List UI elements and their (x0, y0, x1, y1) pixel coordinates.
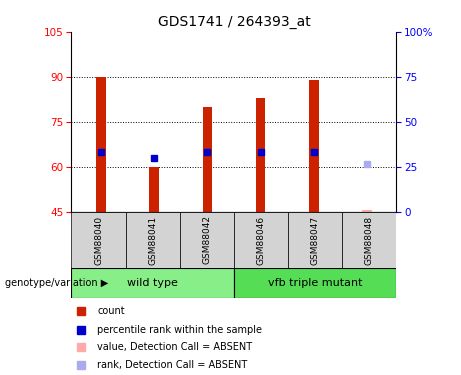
Text: genotype/variation ▶: genotype/variation ▶ (5, 278, 108, 288)
Text: GSM88046: GSM88046 (256, 215, 266, 265)
Bar (234, 268, 396, 298)
Text: count: count (97, 306, 125, 316)
Bar (202, 107, 212, 212)
Bar (149, 167, 159, 212)
Text: rank, Detection Call = ABSENT: rank, Detection Call = ABSENT (97, 360, 248, 370)
Text: GSM88041: GSM88041 (148, 215, 157, 265)
Bar (342, 212, 396, 268)
Title: GDS1741 / 264393_at: GDS1741 / 264393_at (158, 15, 310, 30)
Text: percentile rank within the sample: percentile rank within the sample (97, 325, 262, 334)
Bar (96, 77, 106, 212)
Bar (362, 210, 372, 212)
Bar (180, 212, 234, 268)
Text: GSM88047: GSM88047 (311, 215, 320, 265)
Bar (125, 212, 180, 268)
Text: vfb triple mutant: vfb triple mutant (268, 278, 362, 288)
Bar (71, 212, 125, 268)
Bar (256, 98, 266, 212)
Bar (71, 268, 234, 298)
Text: GSM88048: GSM88048 (365, 215, 374, 265)
Bar (234, 212, 288, 268)
Text: GSM88042: GSM88042 (202, 216, 212, 264)
Text: wild type: wild type (127, 278, 178, 288)
Bar (309, 80, 319, 212)
Text: GSM88040: GSM88040 (94, 215, 103, 265)
Text: value, Detection Call = ABSENT: value, Detection Call = ABSENT (97, 342, 253, 352)
Bar (288, 212, 342, 268)
